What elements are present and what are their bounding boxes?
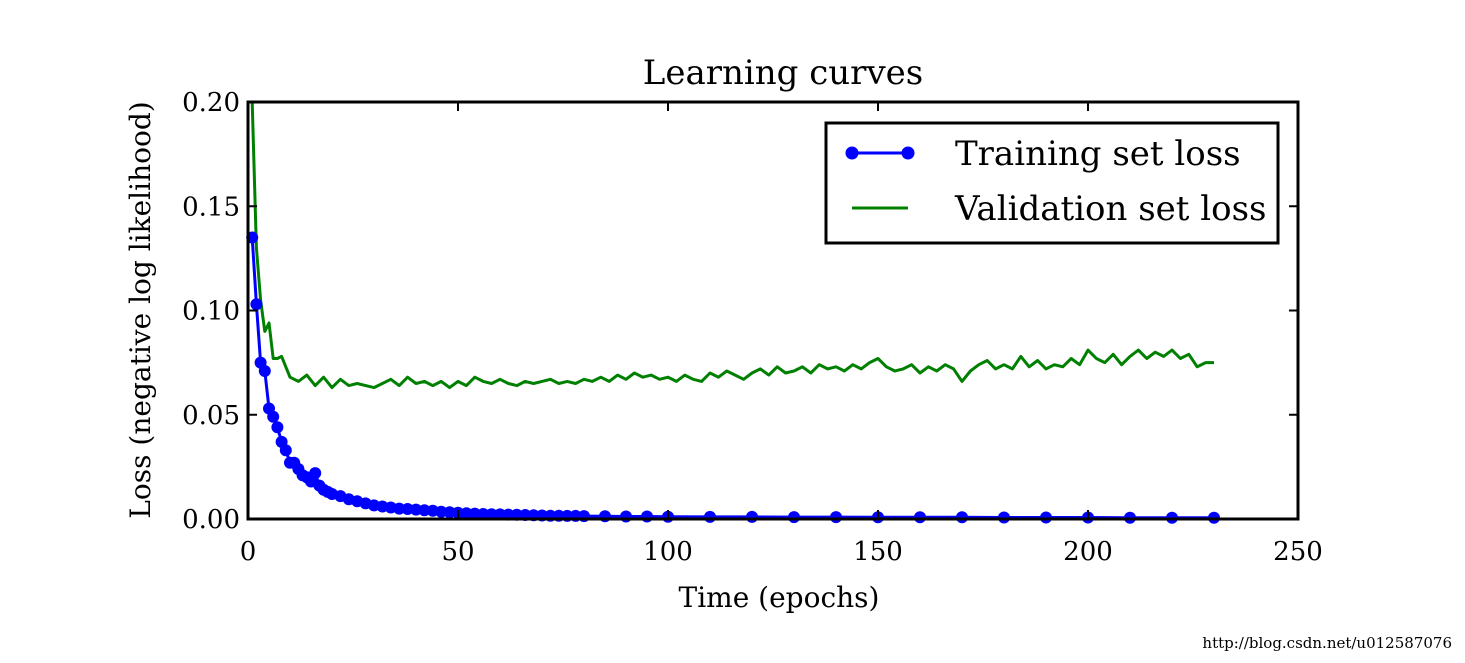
- y-axis-label: Loss (negative log likelihood): [124, 101, 157, 518]
- series-line-1: [250, 102, 1214, 390]
- plot-markers: [246, 231, 1220, 524]
- series-0-point: [704, 510, 716, 523]
- y-tick-label: 0.05: [182, 401, 240, 431]
- x-tick-label: 150: [853, 537, 903, 567]
- legend-item-validation: Validation set loss: [852, 189, 1266, 229]
- watermark: http://blog.csdn.net/u012587076: [1202, 634, 1452, 652]
- legend-label-validation: Validation set loss: [954, 189, 1266, 229]
- legend-marker-training-left: [845, 146, 859, 160]
- series-0-point: [258, 365, 271, 377]
- chart-title: Learning curves: [643, 53, 923, 93]
- series-0-point: [271, 421, 284, 434]
- series-0-point: [485, 508, 498, 521]
- series-line-0: [250, 237, 1214, 519]
- x-tick-label: 50: [441, 537, 474, 567]
- series-0-point: [830, 511, 842, 524]
- legend-item-training: Training set loss: [845, 134, 1241, 174]
- series-0-point: [309, 467, 322, 480]
- series-0-point: [956, 511, 968, 524]
- x-tick-label: 0: [240, 537, 257, 567]
- x-tick-label: 250: [1273, 537, 1323, 567]
- series-0-point: [267, 410, 280, 423]
- series-0-point: [914, 511, 926, 524]
- series-0-point: [494, 508, 506, 521]
- series-0-point: [279, 444, 292, 457]
- series-0-point: [746, 510, 758, 523]
- series-0-point: [641, 510, 653, 523]
- series-0-point: [620, 510, 632, 523]
- x-axis-label: Time (epochs): [679, 581, 880, 614]
- y-tick-label: 0.10: [182, 297, 240, 327]
- series-0-point: [788, 511, 800, 524]
- legend: Training set loss Validation set loss: [824, 121, 1280, 245]
- series-0-point: [477, 508, 490, 520]
- y-tick-label: 0.20: [182, 88, 240, 118]
- x-tick-labels: 0 50 100 150 200 250: [240, 537, 1323, 567]
- legend-marker-training-right: [901, 146, 915, 160]
- x-tick-label: 200: [1063, 537, 1113, 567]
- series-0-point: [250, 298, 263, 311]
- y-tick-labels: 0.00 0.05 0.10 0.15 0.20: [182, 88, 240, 535]
- y-tick-label: 0.00: [182, 505, 240, 535]
- plot-frame: [246, 100, 1300, 521]
- y-tick-label: 0.15: [182, 192, 240, 222]
- x-tick-label: 100: [643, 537, 693, 567]
- legend-box: [824, 121, 1280, 245]
- legend-label-training: Training set loss: [955, 134, 1241, 174]
